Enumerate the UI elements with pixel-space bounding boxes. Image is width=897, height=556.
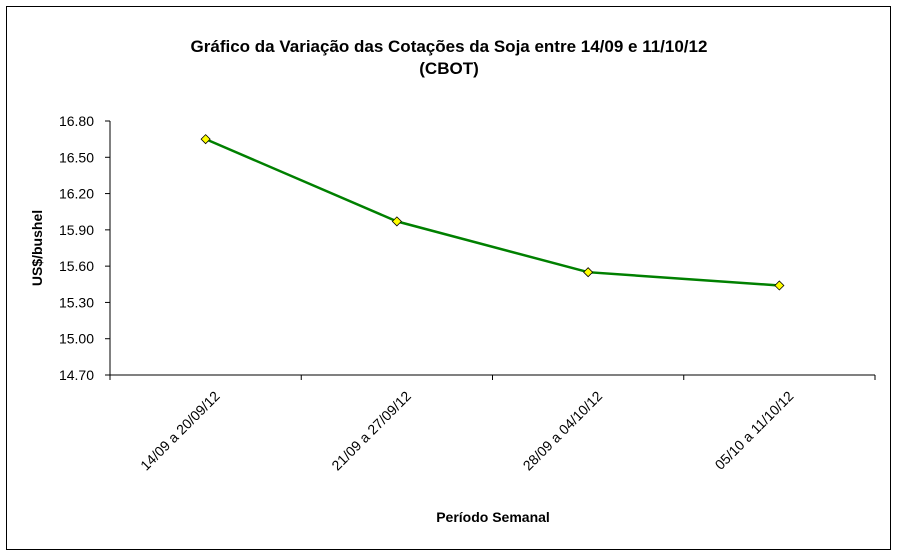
chart-subtitle: (CBOT) bbox=[419, 59, 478, 78]
x-tick-label: 05/10 a 11/10/12 bbox=[712, 388, 797, 473]
x-tick-label: 14/09 a 20/09/12 bbox=[137, 388, 223, 474]
x-axis-label: Período Semanal bbox=[436, 509, 550, 525]
y-axis-label: US$/bushel bbox=[29, 210, 45, 286]
data-point-marker bbox=[391, 216, 402, 227]
y-tick-label: 15.00 bbox=[59, 331, 94, 347]
chart-title: Gráfico da Variação das Cotações da Soja… bbox=[191, 37, 708, 56]
y-tick-label: 15.30 bbox=[59, 294, 94, 310]
y-tick-label: 15.60 bbox=[59, 258, 94, 274]
series-line bbox=[205, 137, 780, 287]
chart-frame bbox=[6, 6, 891, 550]
data-point-marker bbox=[774, 280, 785, 291]
x-tick-label: 21/09 a 27/09/12 bbox=[328, 388, 414, 474]
data-point-marker bbox=[200, 134, 211, 145]
y-tick-label: 16.80 bbox=[59, 113, 94, 129]
y-tick-label: 16.20 bbox=[59, 186, 94, 202]
series-markers bbox=[200, 134, 785, 291]
data-point-marker bbox=[583, 267, 594, 278]
x-tick-label: 28/09 a 04/10/12 bbox=[520, 388, 606, 474]
x-axis-ticks: 14/09 a 20/09/12 21/09 a 27/09/12 28/09 a … bbox=[109, 375, 876, 474]
y-tick-label: 15.90 bbox=[59, 222, 94, 238]
y-axis-ticks: 16.80 16.50 16.20 15.90 15.60 15.30 15.00 14.70 bbox=[59, 113, 110, 383]
y-tick-label: 16.50 bbox=[59, 149, 94, 165]
y-tick-label: 14.70 bbox=[59, 367, 94, 383]
